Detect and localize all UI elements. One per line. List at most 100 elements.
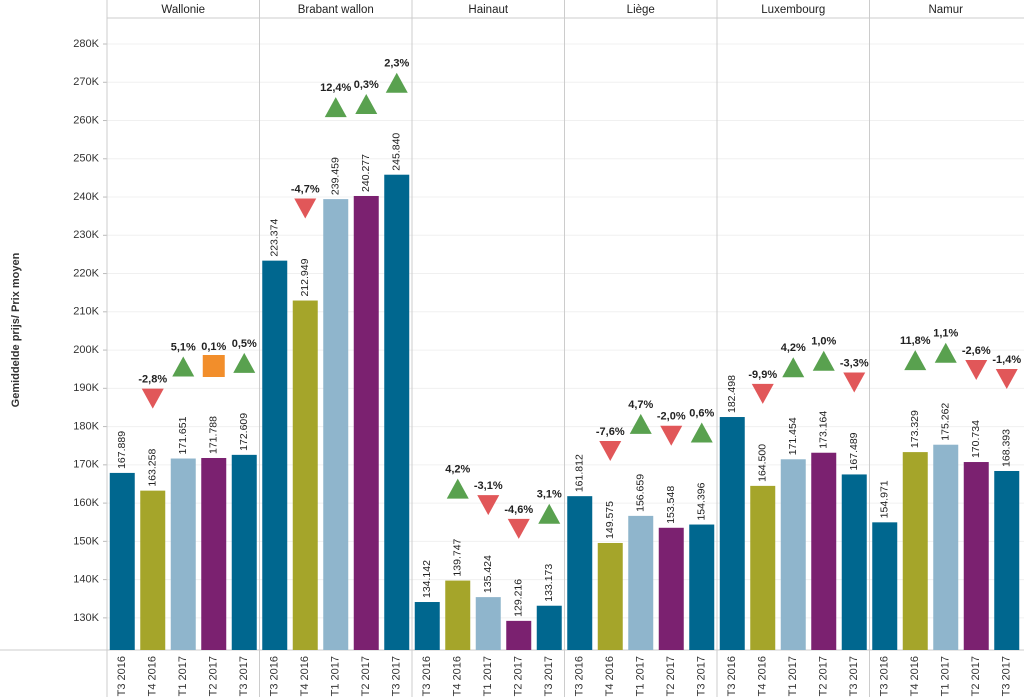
x-tick-label: T3 2017 <box>391 656 403 696</box>
change-marker <box>934 342 957 363</box>
change-marker <box>446 478 469 499</box>
x-tick-label: T1 2017 <box>482 656 494 696</box>
value-label: 240.277 <box>360 154 372 192</box>
x-tick-label: T3 2017 <box>543 656 555 696</box>
value-label: 167.489 <box>848 432 860 470</box>
change-marker <box>233 352 256 373</box>
bar <box>750 485 776 650</box>
bar <box>353 195 379 650</box>
x-tick-label: T1 2017 <box>940 656 952 696</box>
bar <box>780 459 806 650</box>
value-label: 172.609 <box>238 413 250 451</box>
value-label: 133.173 <box>543 564 555 602</box>
value-label: 149.575 <box>604 501 616 539</box>
bar <box>719 417 745 650</box>
value-label: 245.840 <box>391 133 403 171</box>
y-tick-label: 240K <box>73 191 99 203</box>
bar <box>567 496 593 650</box>
bar <box>872 522 898 650</box>
value-label: 173.329 <box>909 410 921 448</box>
bar <box>506 620 532 650</box>
value-label: 182.498 <box>726 375 738 413</box>
y-tick-label: 160K <box>73 497 99 509</box>
x-tick-label: T3 2016 <box>269 656 281 696</box>
change-label: 0,6% <box>689 407 714 419</box>
change-marker <box>995 368 1018 389</box>
value-label: 135.424 <box>482 555 494 593</box>
change-label: -2,6% <box>962 345 991 357</box>
x-tick-label: T3 2016 <box>574 656 586 696</box>
bar <box>262 260 288 650</box>
change-marker <box>294 198 317 219</box>
value-label: 173.164 <box>818 411 830 449</box>
panel-header: Namur <box>928 4 963 16</box>
change-marker <box>843 372 866 393</box>
y-tick-label: 190K <box>73 382 99 394</box>
change-marker <box>965 360 988 381</box>
value-label: 154.971 <box>879 480 891 518</box>
bar <box>109 472 135 650</box>
x-tick-label: T4 2016 <box>299 656 311 696</box>
change-label: -7,6% <box>596 426 625 438</box>
change-label: -2,8% <box>138 374 167 386</box>
y-tick-label: 140K <box>73 574 99 586</box>
value-label: 161.812 <box>574 454 586 492</box>
y-tick-label: 210K <box>73 306 99 318</box>
panel-header: Brabant wallon <box>298 4 374 16</box>
x-tick-label: T4 2016 <box>452 656 464 696</box>
change-marker <box>477 495 500 516</box>
bar <box>384 174 410 650</box>
y-tick-label: 270K <box>73 76 99 88</box>
y-tick-label: 220K <box>73 267 99 279</box>
y-tick-label: 170K <box>73 459 99 471</box>
change-marker <box>751 383 774 404</box>
bar <box>292 300 318 650</box>
panel-header: Wallonie <box>161 4 205 16</box>
change-label: 4,2% <box>445 463 470 475</box>
change-marker <box>690 422 713 443</box>
bar <box>902 452 928 650</box>
y-axis-title: Gemiddelde prijs/ Prix moyen <box>10 252 22 407</box>
change-label: -1,4% <box>992 354 1021 366</box>
value-label: 154.396 <box>696 482 708 520</box>
x-tick-label: T2 2017 <box>513 656 525 696</box>
x-tick-label: T4 2016 <box>757 656 769 696</box>
change-marker <box>385 72 408 93</box>
bar <box>201 457 227 650</box>
x-tick-label: T2 2017 <box>208 656 220 696</box>
x-tick-label: T4 2016 <box>147 656 159 696</box>
change-marker <box>172 356 195 377</box>
bar <box>140 490 166 650</box>
change-marker <box>599 440 622 461</box>
bar <box>323 199 349 650</box>
bar <box>170 458 196 650</box>
bar <box>689 524 715 650</box>
value-label: 223.374 <box>269 219 281 257</box>
x-tick-label: T1 2017 <box>330 656 342 696</box>
y-tick-label: 230K <box>73 229 99 241</box>
change-label: -3,3% <box>840 357 869 369</box>
panel-header: Liège <box>627 4 655 16</box>
change-label: -9,9% <box>748 369 777 381</box>
change-marker <box>660 425 683 446</box>
y-tick-label: 180K <box>73 420 99 432</box>
change-marker <box>629 413 652 434</box>
change-label: 0,3% <box>354 79 379 91</box>
change-label: -3,1% <box>474 480 503 492</box>
change-label: 0,1% <box>201 341 226 353</box>
change-label: -4,6% <box>504 504 533 516</box>
value-label: 168.393 <box>1001 429 1013 467</box>
y-tick-label: 280K <box>73 38 99 50</box>
value-label: 153.548 <box>665 486 677 524</box>
y-tick-label: 130K <box>73 612 99 624</box>
bar <box>658 527 684 650</box>
value-label: 171.788 <box>208 416 220 454</box>
value-label: 139.747 <box>452 538 464 576</box>
change-label: 0,5% <box>232 338 257 350</box>
change-marker <box>141 388 164 409</box>
bar <box>536 605 562 650</box>
x-tick-label: T4 2016 <box>909 656 921 696</box>
x-tick-label: T4 2016 <box>604 656 616 696</box>
bar <box>628 515 654 650</box>
